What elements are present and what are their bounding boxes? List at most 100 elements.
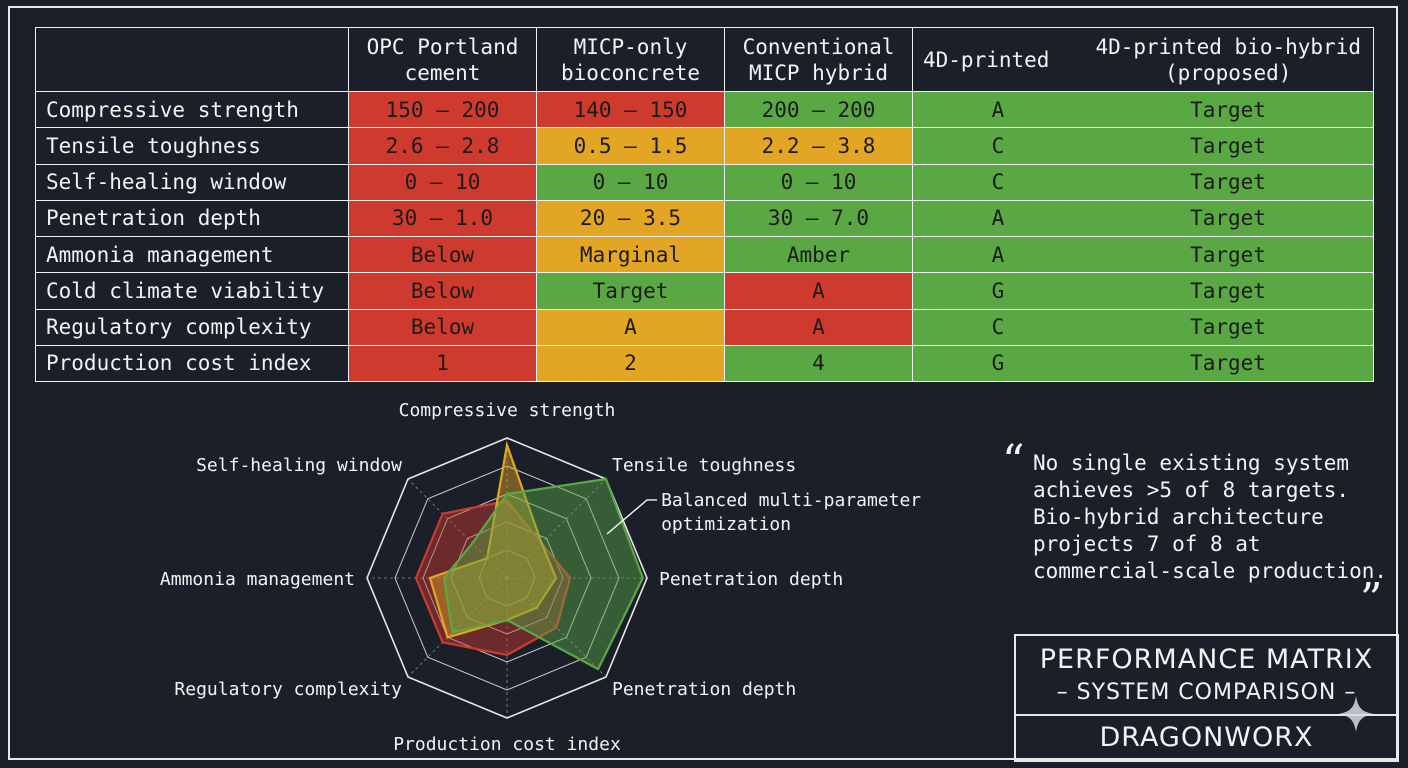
column-header: Conventional MICP hybrid bbox=[724, 27, 913, 92]
row-label: Production cost index bbox=[35, 344, 349, 383]
table-row: Compressive strength 150 – 200 140 – 150 20… bbox=[35, 90, 1374, 129]
column-header bbox=[35, 27, 349, 92]
radar-spoke bbox=[506, 478, 607, 579]
table-cell: 200 – 200 bbox=[724, 90, 913, 129]
row-label: Self-healing window bbox=[35, 163, 349, 201]
table-cell-pair: A Target bbox=[912, 235, 1374, 274]
sparkle-icon bbox=[1338, 696, 1374, 732]
table-cell: C bbox=[991, 315, 1005, 340]
table-cell: A bbox=[724, 272, 913, 310]
table-cell: 0 – 10 bbox=[724, 163, 913, 201]
table-cell: 2.6 – 2.8 bbox=[348, 127, 537, 165]
table-cell: 0.5 – 1.5 bbox=[536, 127, 725, 165]
annotation-leader-line bbox=[606, 499, 658, 535]
table-cell: A bbox=[724, 308, 913, 346]
table-cell: 4 bbox=[724, 344, 913, 383]
radar-series-area bbox=[442, 477, 644, 671]
table-row: Ammonia management Below Marginal Amber A Tar… bbox=[35, 235, 1374, 274]
table-row: Tensile toughness 2.6 – 2.8 0.5 – 1.5 2.2 –… bbox=[35, 127, 1374, 165]
table-cell: C bbox=[991, 170, 1005, 195]
table-cell: G bbox=[991, 278, 1005, 303]
table-row: Penetration depth 30 – 1.0 20 – 3.5 30 – 7.… bbox=[35, 199, 1374, 238]
radar-axis-label: Ammonia management bbox=[160, 569, 355, 590]
table-cell: 20 – 3.5 bbox=[536, 199, 725, 238]
table-row: Self-healing window 0 – 10 0 – 10 0 – 10 C Ta… bbox=[35, 163, 1374, 201]
table-cell: A bbox=[536, 308, 725, 346]
table-row: Production cost index 1 2 4 G Target bbox=[35, 344, 1374, 383]
radar-axis-label: Self-healing window bbox=[196, 455, 402, 476]
table-cell: Below bbox=[348, 272, 537, 310]
quote-open-mark: “ bbox=[1002, 436, 1025, 487]
column-header-pair: 4D-printed 4D-printed bio-hybrid (propose… bbox=[912, 27, 1374, 92]
table-cell: Amber bbox=[724, 235, 913, 274]
row-label: Tensile toughness bbox=[35, 127, 349, 165]
title-box: PERFORMANCE MATRIX – SYSTEM COMPARISON –… bbox=[1014, 634, 1399, 762]
column-header: 4D-printed bbox=[923, 47, 1050, 72]
table-cell: 2 bbox=[536, 344, 725, 383]
table-cell: G bbox=[991, 351, 1005, 376]
table-cell: Target bbox=[1190, 315, 1266, 340]
performance-matrix-table: OPC Portland cement MICP-only bioconcrete… bbox=[35, 27, 1374, 383]
table-cell-pair: A Target bbox=[912, 199, 1374, 238]
outer-frame bbox=[8, 6, 1398, 760]
radar-axis-label: Compressive strength bbox=[399, 400, 616, 421]
table-cell: C bbox=[991, 133, 1005, 158]
radar-axis-label: Penetration depth bbox=[659, 569, 843, 590]
table-cell: Target bbox=[1190, 278, 1266, 303]
radar-grid-ring bbox=[478, 549, 536, 607]
table-cell: 0 – 10 bbox=[536, 163, 725, 201]
row-label: Regulatory complexity bbox=[35, 308, 349, 346]
table-cell: 0 – 10 bbox=[348, 163, 537, 201]
column-header: 4D-printed bio-hybrid (proposed) bbox=[1095, 34, 1361, 85]
table-cell: A bbox=[991, 242, 1005, 267]
row-label: Ammonia management bbox=[35, 235, 349, 274]
radar-spoke bbox=[506, 577, 607, 678]
page-title: PERFORMANCE MATRIX bbox=[1039, 644, 1374, 675]
table-cell: Target bbox=[1190, 133, 1266, 158]
title-divider bbox=[1016, 714, 1397, 716]
table-cell: 150 – 200 bbox=[348, 90, 537, 129]
column-header: MICP-only bioconcrete bbox=[536, 27, 725, 92]
table-cell: Target bbox=[1190, 206, 1266, 231]
row-label: Cold climate viability bbox=[35, 272, 349, 310]
table-header-row: OPC Portland cement MICP-only bioconcrete… bbox=[35, 27, 1374, 92]
table-cell-pair: C Target bbox=[912, 127, 1374, 165]
table-cell: 30 – 7.0 bbox=[724, 199, 913, 238]
radar-spoke bbox=[407, 478, 508, 579]
table-cell-pair: G Target bbox=[912, 272, 1374, 310]
table-cell: Target bbox=[1190, 97, 1266, 122]
quote-close-mark: ” bbox=[1360, 574, 1383, 625]
table-cell-pair: G Target bbox=[912, 344, 1374, 383]
table-row: Regulatory complexity Below A A C Target bbox=[35, 308, 1374, 346]
table-cell-pair: C Target bbox=[912, 308, 1374, 346]
radar-spoke bbox=[407, 577, 508, 678]
table-cell: A bbox=[991, 206, 1005, 231]
column-header: OPC Portland cement bbox=[348, 27, 537, 92]
row-label: Penetration depth bbox=[35, 199, 349, 238]
radar-axis-label: Penetration depth bbox=[612, 679, 796, 700]
table-cell: Marginal bbox=[536, 235, 725, 274]
table-cell-pair: C Target bbox=[912, 163, 1374, 201]
conclusion-quote: No single existing system achieves >5 of… bbox=[1033, 451, 1388, 583]
radar-annotation: Balanced multi-parameter bbox=[661, 490, 921, 511]
page-subtitle: – SYSTEM COMPARISON – bbox=[1056, 680, 1357, 705]
radar-grid-ring bbox=[394, 465, 620, 691]
table-cell-pair: A Target bbox=[912, 90, 1374, 129]
table-cell: Target bbox=[1190, 170, 1266, 195]
table-cell: A bbox=[991, 97, 1005, 122]
table-cell: 2.2 – 3.8 bbox=[724, 127, 913, 165]
table-cell: Target bbox=[1190, 351, 1266, 376]
radar-annotation: optimization bbox=[661, 514, 791, 535]
radar-chart: Compressive strength Tensile toughness Pen… bbox=[160, 400, 921, 755]
table-cell: Below bbox=[348, 308, 537, 346]
radar-axis-label: Production cost index bbox=[393, 734, 621, 755]
row-label: Compressive strength bbox=[35, 90, 349, 129]
radar-axis-label: Regulatory complexity bbox=[174, 679, 402, 700]
table-cell: 1 bbox=[348, 344, 537, 383]
brand-name: DRAGONWORX bbox=[1099, 722, 1314, 753]
table-cell: 30 – 1.0 bbox=[348, 199, 537, 238]
table-cell: Target bbox=[536, 272, 725, 310]
table-cell: 140 – 150 bbox=[536, 90, 725, 129]
table-cell: Target bbox=[1190, 242, 1266, 267]
radar-axis-label: Tensile toughness bbox=[612, 455, 796, 476]
